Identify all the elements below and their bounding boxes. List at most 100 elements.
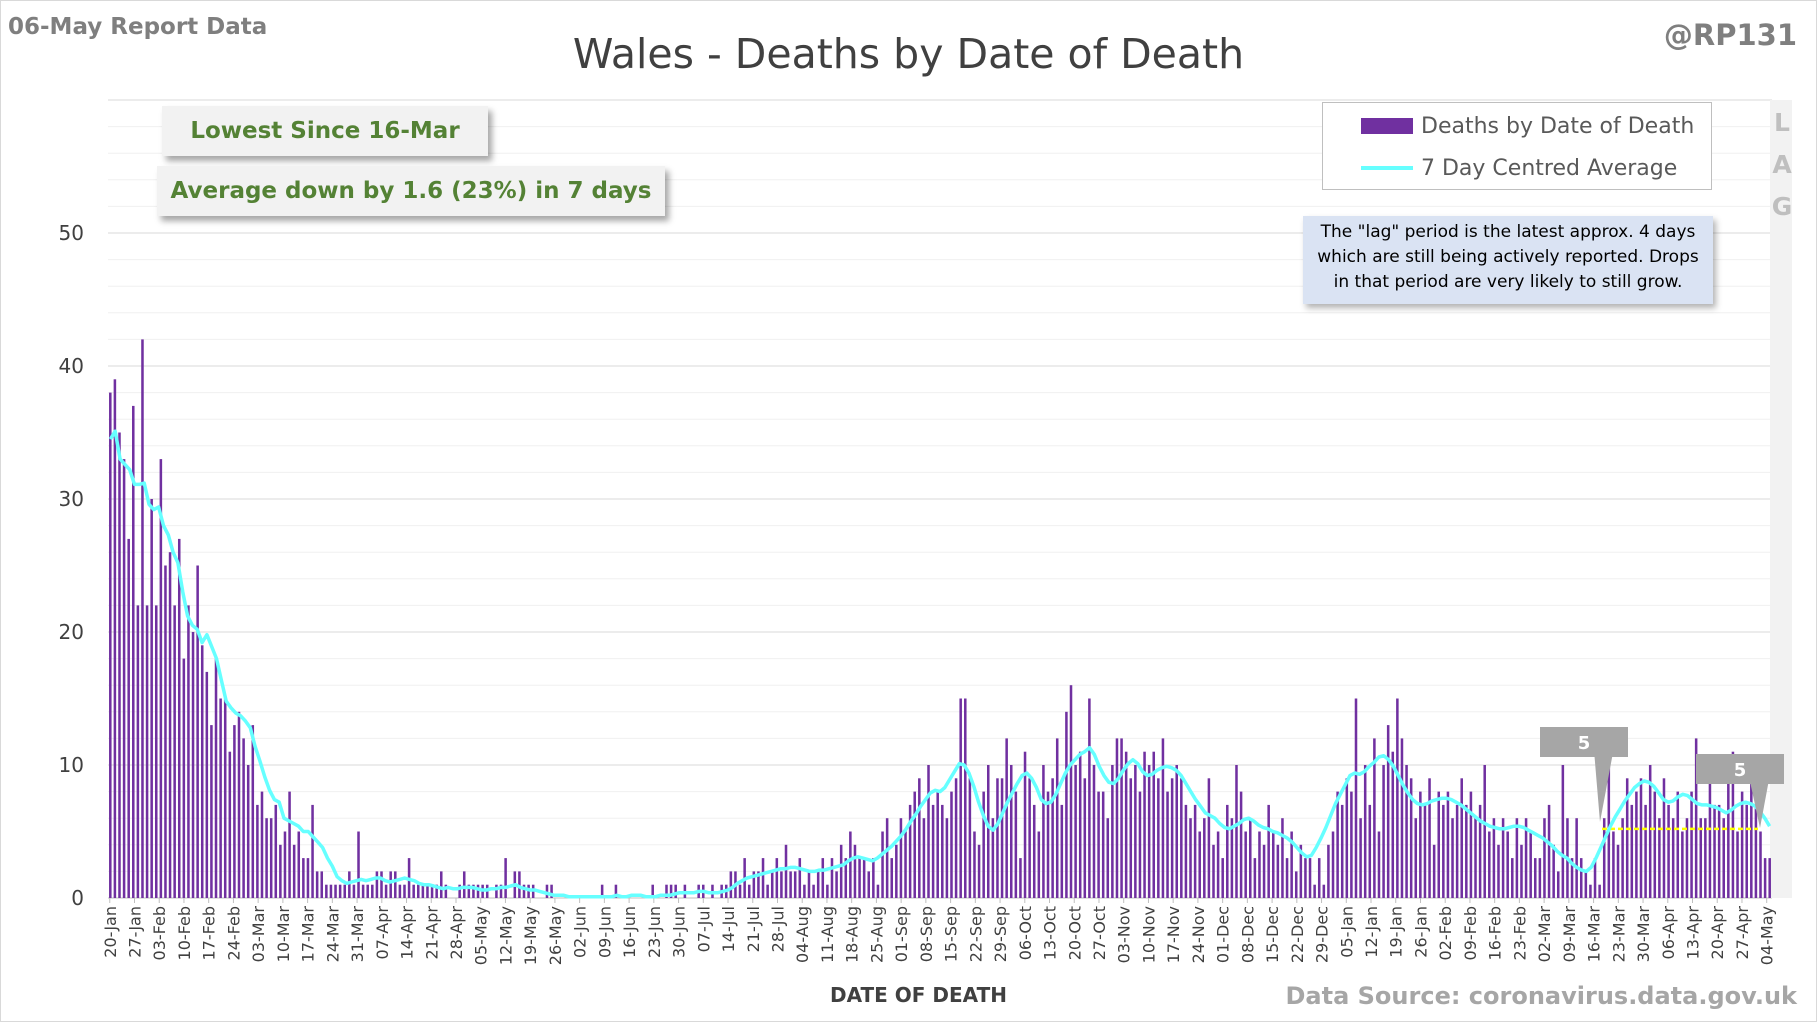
- lag-note-line: The "lag" period is the latest approx. 4…: [1320, 222, 1696, 242]
- bar-mark: [352, 884, 356, 898]
- bar-mark: [858, 858, 861, 898]
- bar-mark: [1575, 818, 1578, 898]
- x-tick-label: 23-Mar: [1609, 906, 1628, 963]
- bar-mark: [329, 884, 333, 898]
- bar-mark: [384, 884, 388, 898]
- bar-mark: [164, 565, 167, 898]
- bar-mark: [371, 884, 374, 898]
- bar-mark: [1294, 871, 1298, 898]
- bar-mark: [1317, 858, 1321, 898]
- bar-mark: [122, 459, 126, 898]
- bar-mark: [214, 658, 218, 898]
- lag-letter: L: [1774, 108, 1790, 137]
- bar-mark: [1299, 844, 1303, 898]
- bar-mark: [1373, 738, 1376, 898]
- bar-mark: [173, 605, 176, 898]
- bar-mark: [1322, 884, 1326, 898]
- x-tick-label: 18-Aug: [843, 906, 862, 963]
- bar-mark: [155, 605, 158, 898]
- bar-mark: [876, 884, 880, 898]
- bar-mark: [899, 818, 903, 898]
- bar-mark: [793, 871, 797, 898]
- bar-mark: [1492, 818, 1496, 898]
- y-axis-ticks: 0 10 20 30 40 50: [59, 221, 84, 910]
- x-tick-label: 05-Jan: [1337, 906, 1356, 958]
- bar-mark: [1699, 818, 1703, 898]
- marker-start-pointer: [1594, 757, 1613, 822]
- bar-mark: [306, 858, 310, 898]
- bar-mark: [1469, 791, 1473, 898]
- bar-mark: [950, 791, 953, 898]
- bar-mark: [210, 725, 213, 898]
- bar-mark: [495, 884, 498, 898]
- bar-mark: [862, 858, 866, 898]
- bar-mark: [651, 884, 654, 898]
- bar-mark: [1189, 818, 1192, 898]
- bar-mark: [895, 844, 898, 898]
- average-line: [108, 429, 1772, 899]
- value-markers: 55: [1540, 727, 1784, 828]
- average-series: [108, 429, 1772, 899]
- bar-mark: [325, 884, 328, 898]
- lag-letter: G: [1771, 192, 1793, 221]
- x-tick-label: 20-Apr: [1708, 906, 1727, 960]
- bar-mark: [798, 858, 802, 898]
- bar-mark: [458, 884, 461, 898]
- bar-mark: [839, 844, 843, 898]
- bar-mark: [1157, 778, 1160, 898]
- bar-mark: [1249, 818, 1252, 898]
- lag-note-line: in that period are very likely to still …: [1333, 272, 1683, 292]
- bar-mark: [1170, 778, 1174, 898]
- bar-mark: [1750, 778, 1753, 898]
- bar-mark: [1262, 844, 1266, 898]
- bar-mark: [1129, 778, 1133, 898]
- bar-mark: [366, 884, 369, 898]
- bar-mark: [936, 791, 939, 898]
- bar-mark: [1046, 791, 1050, 898]
- bar-mark: [977, 844, 981, 898]
- bar-mark: [421, 884, 425, 898]
- bar-mark: [1593, 858, 1597, 898]
- bar-mark: [476, 884, 480, 898]
- report-date-label: 06-May Report Data: [8, 14, 268, 40]
- bar-mark: [1589, 884, 1592, 898]
- bar-mark: [1690, 791, 1693, 898]
- bar-mark: [1212, 844, 1215, 898]
- bar-mark: [1740, 791, 1744, 898]
- x-tick-label: 22-Dec: [1288, 906, 1307, 963]
- bar-mark: [747, 884, 751, 898]
- bar-mark: [780, 871, 783, 898]
- bar-mark: [136, 605, 140, 898]
- x-axis-title: DATE OF DEATH: [830, 983, 1007, 1007]
- x-tick-label: 30-Jun: [670, 906, 689, 958]
- bar-mark: [1529, 831, 1532, 898]
- bar-mark: [766, 884, 769, 898]
- x-tick-label: 22-Sep: [966, 906, 985, 962]
- bar-mark: [1653, 791, 1657, 898]
- bar-mark: [1327, 844, 1330, 898]
- bar-mark: [283, 831, 287, 898]
- x-tick-label: 14-Jul: [719, 906, 738, 952]
- bar-mark: [1216, 831, 1220, 898]
- bar-mark: [1258, 831, 1261, 898]
- bar-mark: [246, 765, 250, 898]
- x-tick-label: 20-Jan: [101, 906, 120, 958]
- bar-mark: [1244, 831, 1247, 898]
- bar-mark: [412, 884, 415, 898]
- x-tick-label: 10-Nov: [1139, 906, 1158, 963]
- bar-mark: [334, 884, 337, 898]
- bar-mark: [1722, 818, 1725, 898]
- bar-mark: [1313, 884, 1316, 898]
- bar-mark: [826, 884, 829, 898]
- x-tick-label: 02-Mar: [1535, 906, 1554, 963]
- y-tick-label: 10: [59, 753, 84, 777]
- bar-mark: [265, 818, 268, 898]
- bar-mark: [1065, 711, 1068, 898]
- x-tick-label: 16-Jun: [620, 906, 639, 958]
- bar-mark: [1543, 818, 1546, 898]
- bar-mark: [959, 698, 962, 898]
- bar-mark: [1078, 751, 1082, 898]
- bar-mark: [1612, 831, 1615, 898]
- bar-mark: [964, 698, 967, 898]
- bar-mark: [1060, 804, 1064, 898]
